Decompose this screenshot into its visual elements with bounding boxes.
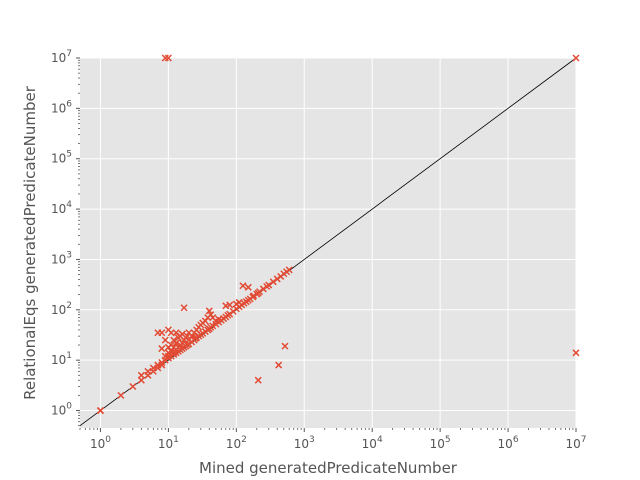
data-points: [96, 54, 580, 415]
data-point: [172, 339, 180, 347]
x-tick-label: 107: [565, 435, 586, 451]
data-point: [158, 361, 166, 369]
data-point: [572, 349, 580, 357]
y-axis-ticks: 100 101 102 103 104 105 106 107: [51, 49, 80, 427]
data-point: [144, 367, 152, 375]
y-tick-label: 103: [51, 250, 72, 266]
data-point: [129, 382, 137, 391]
y-tick-label: 102: [51, 301, 72, 317]
x-axis-label: Mined generatedPredicateNumber: [199, 459, 458, 477]
y-tick-label: 107: [51, 49, 72, 65]
data-point: [265, 281, 273, 289]
data-point: [254, 376, 262, 384]
data-point: [275, 361, 283, 369]
data-point: [285, 266, 293, 274]
y-tick-label: 101: [51, 351, 72, 367]
x-tick-label: 100: [90, 435, 111, 451]
data-point: [158, 345, 166, 353]
y-tick-label: 100: [51, 402, 72, 418]
data-point: [281, 342, 289, 350]
data-point: [158, 329, 166, 337]
data-point: [137, 371, 145, 379]
data-point: [256, 288, 264, 296]
data-point: [205, 307, 213, 315]
data-point: [239, 282, 247, 290]
data-point: [96, 407, 104, 415]
y-axis-label: RelationalEqs generatedPredicateNumber: [21, 85, 39, 400]
grid-lines: [80, 57, 577, 428]
data-point: [117, 391, 125, 399]
x-tick-label: 106: [498, 435, 519, 451]
data-point: [161, 336, 169, 344]
x-tick-label: 102: [226, 435, 247, 451]
y-tick-label: 106: [51, 99, 72, 115]
x-tick-label: 105: [430, 435, 451, 451]
data-point: [572, 54, 580, 62]
data-point: [180, 304, 188, 312]
y-tick-label: 104: [51, 200, 72, 216]
data-point: [244, 283, 252, 291]
x-tick-label: 104: [362, 435, 383, 451]
x-axis-ticks: 100 101 102 103 104 105 106 107: [79, 428, 587, 451]
x-tick-label: 103: [294, 435, 315, 451]
data-point: [161, 54, 169, 62]
data-point: [226, 301, 234, 309]
data-point: [269, 278, 277, 286]
y-tick-label: 105: [51, 150, 72, 166]
x-tick-label: 101: [158, 435, 179, 451]
data-point: [158, 358, 166, 367]
